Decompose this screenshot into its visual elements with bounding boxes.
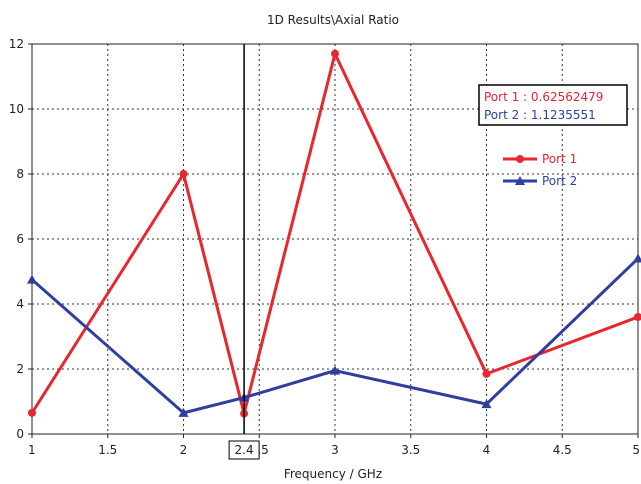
y-tick-label: 6: [16, 232, 24, 246]
legend-port-2-marker: [515, 176, 525, 185]
port-2-line: [31, 257, 640, 415]
port-2-point: [633, 253, 641, 263]
marker-label: 2.4: [235, 443, 254, 457]
port-1-point: [331, 49, 339, 58]
x-tick-label: 3: [331, 443, 339, 457]
x-tick-label: 2: [180, 443, 188, 457]
y-tick-labels: 0 2 4 6 8 10 12: [9, 37, 24, 441]
y-tick-label: 4: [16, 297, 24, 311]
legend-port-1-label: Port 1: [542, 152, 577, 166]
x-tick-labels: 11.522.533.544.55: [28, 443, 640, 457]
x-tick-label: 4.5: [553, 443, 572, 457]
port-1-point: [179, 170, 188, 178]
port-2-point: [481, 399, 492, 409]
frequency-marker[interactable]: 2.4: [228, 44, 260, 460]
readout-text: Port 1 : 0.62562479: [484, 90, 603, 104]
readout-text: Port 2 : 1.1235551: [484, 108, 596, 122]
port-1-point: [28, 408, 36, 417]
legend: Port 1 Port 2: [503, 152, 577, 188]
y-tick-label: 12: [9, 37, 24, 51]
legend-port-2-label: Port 2: [542, 174, 577, 188]
port-2-point: [178, 407, 189, 417]
y-tick-label: 0: [16, 427, 24, 441]
port-1-line: [30, 52, 639, 416]
chart-title: 1D Results\Axial Ratio: [267, 13, 399, 27]
x-tick-label: 3.5: [401, 443, 420, 457]
plot-area-border: [31, 43, 639, 435]
x-tick-label: 1.5: [98, 443, 117, 457]
x-tick-label: 1: [28, 443, 36, 457]
port-2-point: [330, 365, 340, 375]
legend-port-1-marker: [516, 155, 524, 163]
x-axis-label: Frequency / GHz: [284, 467, 382, 481]
x-tick-label: 5: [632, 443, 640, 457]
y-tick-label: 10: [9, 102, 24, 116]
plot-frame: [28, 43, 639, 438]
marker-label-box: [228, 440, 260, 460]
y-tick-label: 8: [16, 167, 24, 181]
x-tick-label: 4: [483, 443, 491, 457]
port-1-point: [634, 313, 641, 321]
port-1-point: [482, 369, 491, 378]
readout-border: [478, 84, 628, 126]
y-tick-label: 2: [16, 362, 24, 376]
port-2-point: [27, 274, 37, 284]
marker-readout-box: Port 1 : 0.62562479 Port 2 : 1.1235551: [478, 84, 628, 126]
data-series: [27, 49, 641, 418]
